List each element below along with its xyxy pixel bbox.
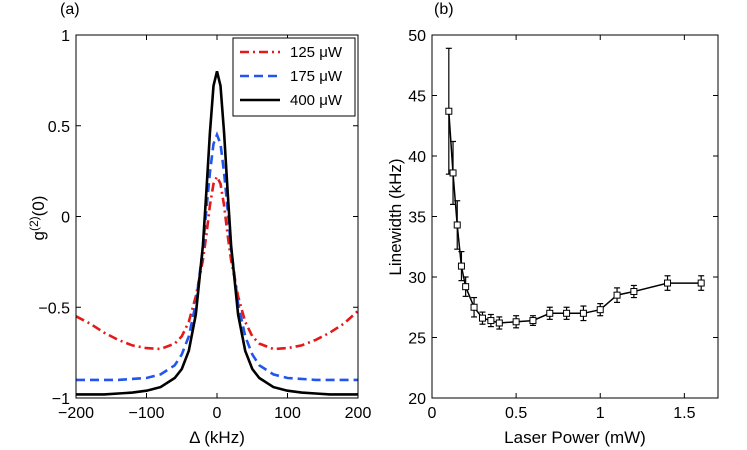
data-point <box>453 221 461 229</box>
data-point <box>563 309 571 317</box>
x-tick-label: 200 <box>345 405 372 422</box>
legend-box <box>232 37 356 117</box>
data-point <box>579 309 587 317</box>
panel-a-ylabel-sup: (2) <box>27 216 41 231</box>
y-tick-label: −1 <box>52 391 70 408</box>
panel-a-xlabel: Δ (kHz) <box>189 428 245 447</box>
data-point <box>529 317 537 325</box>
y-tick-label: −0.5 <box>38 300 70 317</box>
data-point <box>445 107 453 115</box>
data-point <box>546 309 554 317</box>
legend: 125 μW 175 μW 400 μW <box>232 37 356 117</box>
x-tick-label: 1.5 <box>673 405 695 422</box>
series-line <box>76 70 358 396</box>
panel-b-xlabel: Laser Power (mW) <box>504 428 646 447</box>
panel-a-ylabel-main: g <box>29 231 48 240</box>
panel-a: (a) −200 −100 0 100 200 −1 −0.5 0 0.5 1 Δ (kHz) g… <box>27 1 371 447</box>
x-tick-label: 0 <box>428 405 437 422</box>
data-point <box>470 303 478 311</box>
y-tick-label: 35 <box>408 210 426 227</box>
x-tick-label: 1 <box>596 405 605 422</box>
y-tick-label: 25 <box>408 331 426 348</box>
panel-a-ylabel-tail: (0) <box>29 196 48 217</box>
panel-b-ticks: 0 0.5 1 1.5 20 25 30 35 40 45 50 <box>408 28 718 422</box>
panel-a-label: (a) <box>60 1 80 18</box>
panel-b-frame <box>431 34 719 399</box>
x-tick-label: 0.5 <box>505 405 527 422</box>
x-tick-label: −200 <box>58 405 94 422</box>
x-tick-label: 100 <box>274 405 301 422</box>
series-line <box>75 173 359 351</box>
y-tick-label: 0 <box>61 210 70 227</box>
y-tick-label: 40 <box>408 149 426 166</box>
series-line <box>76 131 358 382</box>
y-tick-label: 50 <box>408 28 426 45</box>
data-point <box>449 169 457 177</box>
data-point <box>457 262 465 270</box>
panel-a-ylabel: g(2)(0) <box>27 196 48 241</box>
data-point <box>697 279 705 287</box>
panel-b-series <box>445 47 705 330</box>
data-point <box>596 306 604 314</box>
panel-b-ylabel: Linewidth (kHz) <box>386 158 405 275</box>
data-point <box>478 314 486 322</box>
data-point <box>664 279 672 287</box>
y-tick-label: 45 <box>408 89 426 106</box>
legend-label: 400 μW <box>290 92 343 109</box>
series-line <box>448 111 702 324</box>
data-point <box>487 317 495 325</box>
panel-b-label: (b) <box>434 1 454 18</box>
data-point <box>630 288 638 296</box>
y-tick-label: 0.5 <box>48 119 70 136</box>
data-point <box>512 318 520 326</box>
data-point <box>495 319 503 327</box>
legend-label: 125 μW <box>290 44 343 61</box>
x-tick-label: −100 <box>128 405 164 422</box>
panel-a-ticks: −200 −100 0 100 200 −1 −0.5 0 0.5 1 <box>38 28 371 422</box>
legend-label: 175 μW <box>290 68 343 85</box>
panel-a-series <box>75 70 359 396</box>
data-point <box>462 283 470 291</box>
y-tick-label: 30 <box>408 270 426 287</box>
y-tick-label: 20 <box>408 391 426 408</box>
panel-b: (b) 0 0.5 1 1.5 20 25 30 35 40 45 50 Laser Power (… <box>386 1 719 447</box>
data-point <box>613 291 621 299</box>
x-tick-label: 0 <box>213 405 222 422</box>
y-tick-label: 1 <box>61 28 70 45</box>
